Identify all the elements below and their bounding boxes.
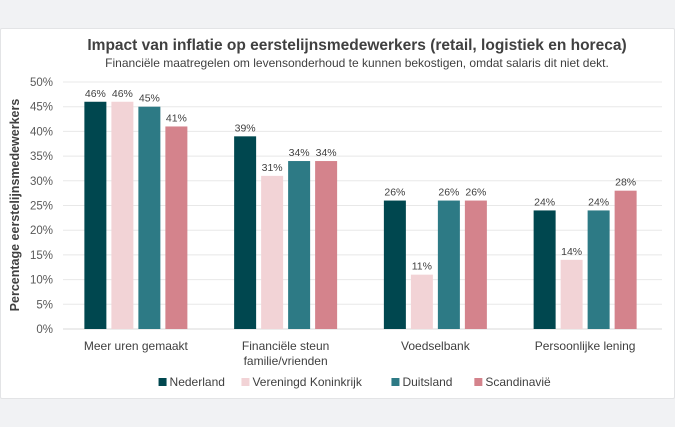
data-label: 26% [438,187,459,199]
legend-item: Duitsland [391,375,452,389]
bar [410,274,433,329]
chart-subtitle: Financiële maatregelen om levensonderhou… [105,56,609,70]
bars [84,101,637,330]
y-tick-label: 35% [30,151,53,163]
legend: Nederland Vereningd Koninkrijk Duitsland Sc… [158,375,551,389]
legend-label: Nederland [170,375,225,389]
data-label: 34% [316,147,337,159]
y-axis-ticks: 0% 5% 10% 15% 20% 25% 30% 35% 40% 45% 50% [30,77,53,336]
bar [587,210,610,329]
bar [234,136,257,329]
legend-item: Scandinavië [474,375,551,389]
data-label: 45% [139,93,160,105]
y-tick-label: 50% [30,77,53,89]
bar [261,175,284,329]
chart-title: Impact van inflatie op eerstelijnsmedewe… [87,37,626,54]
y-tick-label: 30% [30,176,53,188]
y-tick-label: 5% [36,299,53,311]
data-label: 24% [588,196,609,208]
y-tick-label: 15% [30,250,53,262]
data-label: 46% [85,88,106,100]
data-label: 46% [112,88,133,100]
bar [614,190,637,329]
data-label: 14% [561,246,582,258]
legend-label: Scandinavië [485,375,551,389]
legend-label: Vereningd Koninkrijk [252,375,362,389]
x-category-label: Persoonlijke lening [535,339,636,353]
bar [437,200,460,329]
legend-swatch [474,378,483,386]
bar [288,161,311,329]
x-category-label: Voedselbank [401,339,471,353]
bar [84,101,107,329]
bar [464,200,487,329]
y-tick-label: 25% [30,201,53,213]
bar [560,259,583,329]
legend-label: Duitsland [402,375,452,389]
bar [111,101,134,329]
y-tick-label: 10% [30,275,53,287]
x-axis-categories: Meer uren gemaakt Financiële steunfamilie… [84,339,636,368]
data-label: 26% [465,187,486,199]
x-category-label: Meer uren gemaakt [84,339,189,353]
data-label: 34% [289,147,310,159]
data-label: 31% [262,162,283,174]
bar [383,200,406,329]
data-label: 26% [384,187,405,199]
bar [165,126,188,330]
legend-swatch [158,378,167,386]
data-label: 11% [412,261,432,273]
legend-item: Vereningd Koninkrijk [241,375,363,389]
legend-swatch [241,378,250,386]
data-label: 24% [534,196,555,208]
data-label: 39% [235,122,256,134]
bar [138,106,161,329]
data-label: 28% [615,177,636,189]
legend-item: Nederland [158,375,225,389]
bar [533,210,556,329]
y-tick-label: 45% [30,102,53,114]
x-category-label: Financiële steun [242,339,329,353]
data-label: 41% [166,112,187,124]
y-tick-label: 40% [30,126,53,138]
x-category-label: familie/vrienden [244,354,328,368]
data-labels: 46% 46% 45% 41% 39% 31% 34% 34% 26% 11% 26% 26% 24% 1… [85,88,636,273]
y-axis-label: Percentage eerstelijnsmedewerkers [8,99,22,312]
bar [315,161,338,329]
y-tick-label: 20% [30,225,53,237]
y-tick-label: 0% [36,324,53,336]
legend-swatch [391,378,400,386]
